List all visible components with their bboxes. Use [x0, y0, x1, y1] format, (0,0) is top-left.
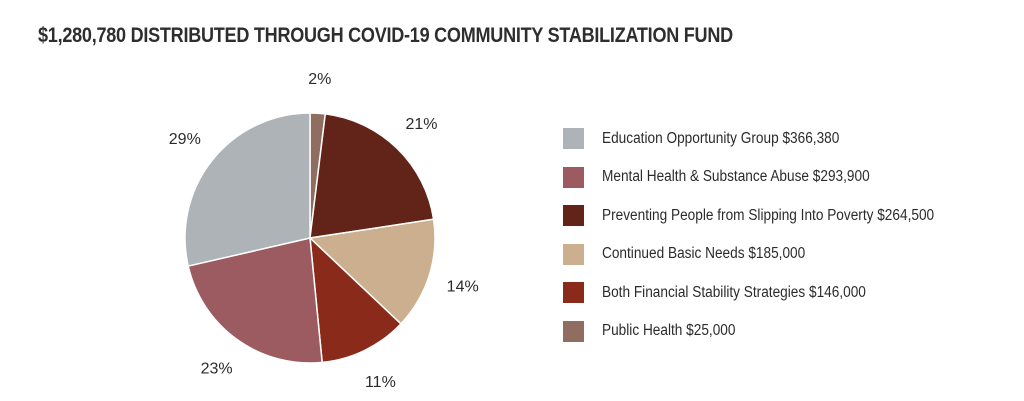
legend-swatch [563, 205, 584, 227]
legend-item-preventing-poverty: Preventing People from Slipping Into Pov… [563, 205, 979, 227]
legend-swatch [563, 320, 584, 342]
chart-legend: Education Opportunity Group $366,380 Men… [563, 128, 979, 360]
pie-label-education-opportunity-group: 29% [169, 131, 201, 148]
pie-slice-mental-health-and-substance-abuse [187, 237, 323, 364]
legend-label: Preventing People from Slipping Into Pov… [602, 206, 935, 224]
pie-slice-both-financial-stability-strategies [309, 237, 402, 364]
legend-label: Mental Health & Substance Abuse $293,900 [602, 168, 870, 186]
legend-swatch [563, 166, 584, 188]
legend-label: Public Health $25,000 [602, 322, 736, 340]
legend-item-mental-health: Mental Health & Substance Abuse $293,900 [563, 166, 979, 188]
pie-slice-education-opportunity-group [184, 112, 311, 267]
legend-item-public-health: Public Health $25,000 [563, 320, 979, 342]
legend-label: Education Opportunity Group $366,380 [602, 129, 840, 147]
pie-slice-continued-basic-needs [309, 218, 436, 325]
pie-label-mental-health-and-substance-abuse: 23% [201, 360, 233, 377]
pie-label-both-financial-stability-strategies: 11% [365, 374, 396, 391]
pie-slice-preventing-people-from-slipping-into-poverty [309, 113, 435, 239]
pie-slices [184, 112, 436, 364]
chart-title: $1,280,780 DISTRIBUTED THROUGH COVID-19 … [38, 24, 733, 47]
legend-swatch [563, 128, 584, 149]
legend-item-financial-stability: Both Financial Stability Strategies $146… [563, 282, 979, 304]
legend-swatch [563, 282, 584, 304]
pie-label-public-health: 2% [308, 71, 331, 88]
pie-label-preventing-people-from-slipping-into-poverty: 21% [405, 116, 437, 133]
pie-label-continued-basic-needs: 14% [447, 278, 479, 295]
legend-item-education: Education Opportunity Group $366,380 [563, 128, 979, 149]
pie-percent-labels: 2% 21% 14% 11% 23% 29% [169, 71, 479, 391]
legend-item-basic-needs: Continued Basic Needs $185,000 [563, 243, 979, 265]
legend-swatch [563, 243, 584, 265]
legend-label: Continued Basic Needs $185,000 [602, 245, 806, 263]
legend-label: Both Financial Stability Strategies $146… [602, 283, 866, 301]
